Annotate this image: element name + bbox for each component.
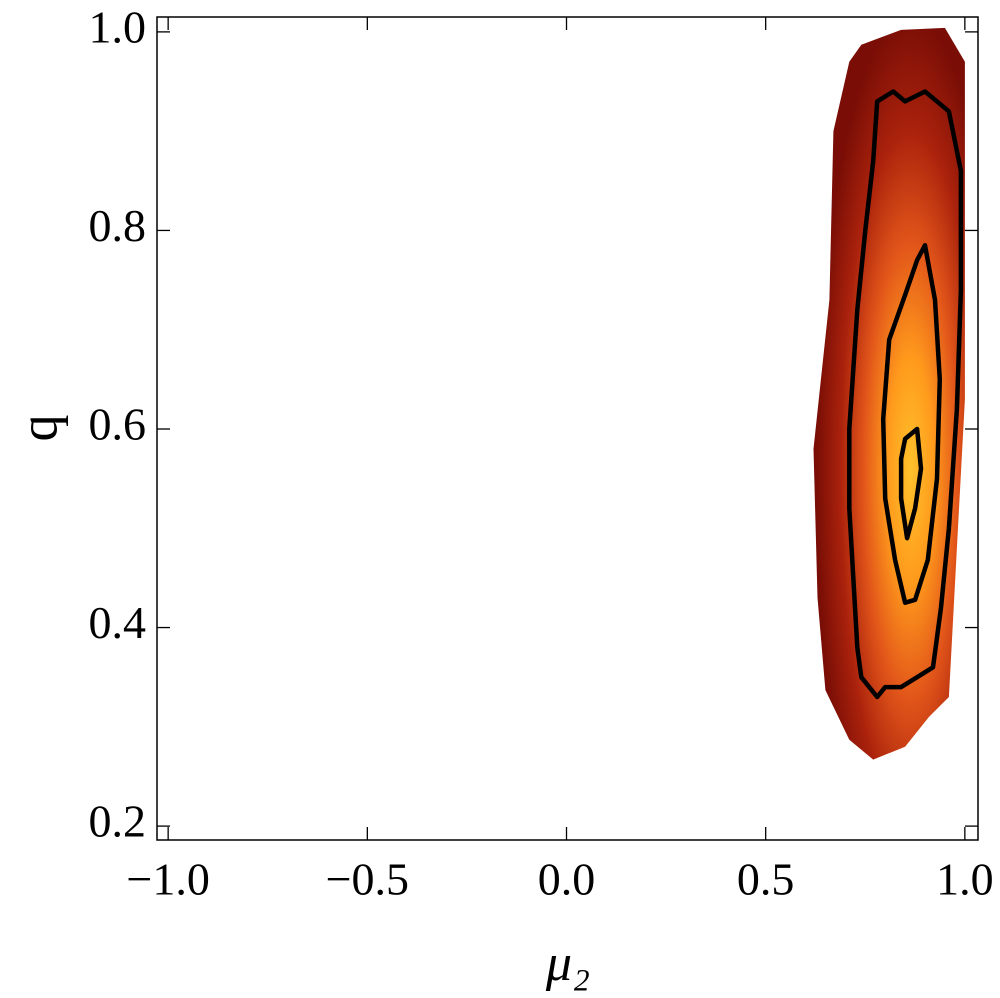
y-tick-label: 0.2 — [89, 796, 147, 847]
y-tick-label: 0.6 — [89, 399, 147, 450]
y-tick-label: 0.8 — [89, 200, 147, 251]
x-tick-label: 0.5 — [737, 854, 795, 905]
x-axis-label: μ₂ — [545, 935, 590, 992]
contour-line — [880, 243, 943, 605]
y-tick-label: 0.4 — [89, 597, 147, 648]
contour-line — [847, 89, 964, 700]
x-tick-label: 1.0 — [936, 854, 994, 905]
x-tick-label: 0.0 — [538, 854, 596, 905]
x-tick-label: −0.5 — [326, 854, 409, 905]
x-tick-label: −1.0 — [126, 854, 209, 905]
density-region — [813, 27, 965, 760]
y-axis-label: q — [8, 415, 68, 442]
y-tick-label: 1.0 — [89, 1, 147, 52]
contour-line — [898, 426, 924, 541]
plot-area — [813, 27, 965, 760]
